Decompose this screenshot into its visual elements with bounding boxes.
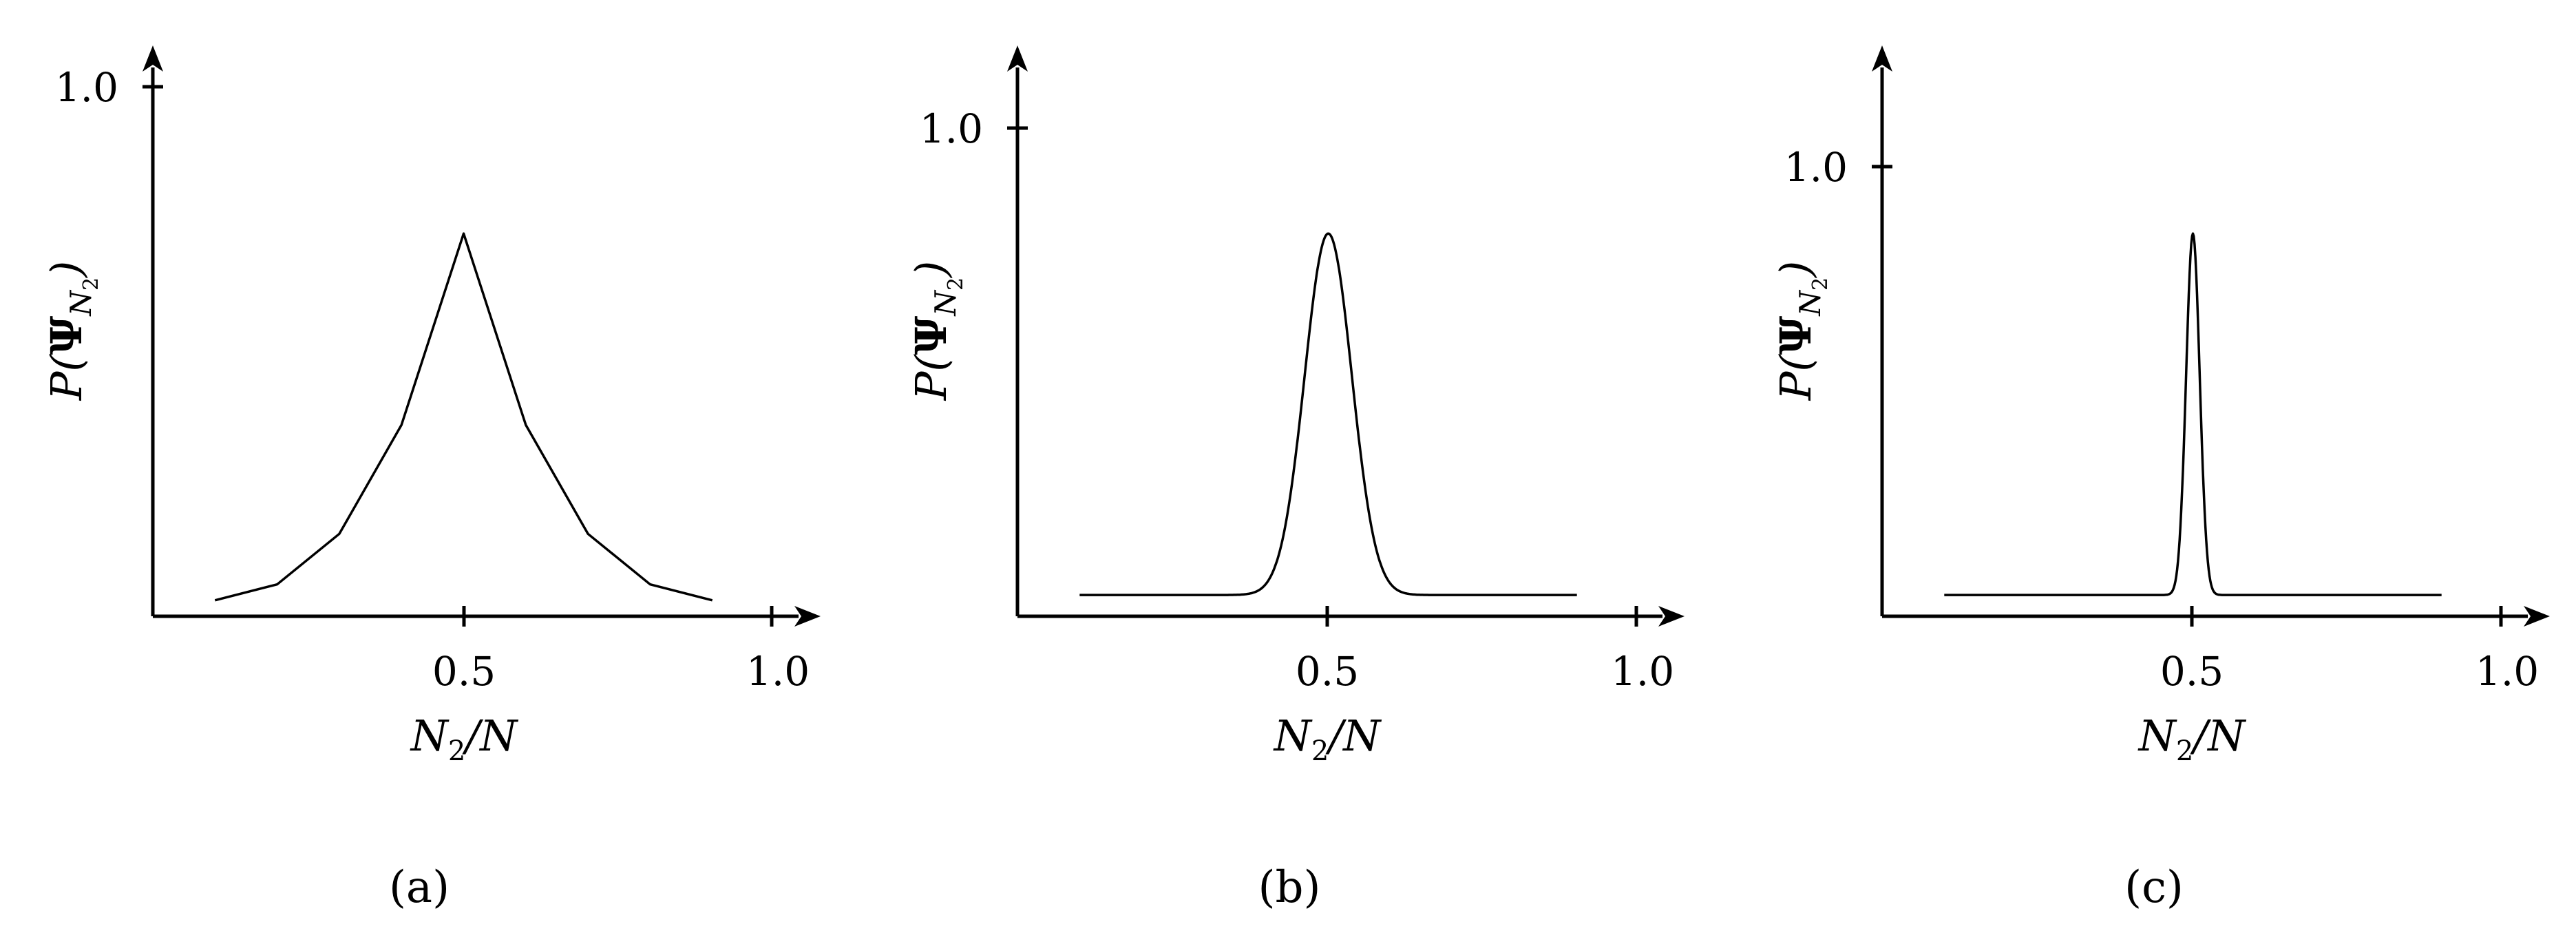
panel-b-y-arrow <box>1007 45 1028 72</box>
panel-c-x-label: N2/N <box>2137 711 2248 767</box>
panel-b-caption: (b) <box>1258 862 1321 913</box>
panel-a-x-tick-label-0.5: 0.5 <box>432 648 496 695</box>
panel-b: 0.5 1.0 1.0 N2/N P(ΨN2) (b) <box>906 45 1685 913</box>
panel-c-y-tick-label-1.0: 1.0 <box>1784 144 1848 191</box>
panel-b-curve <box>1079 232 1578 596</box>
panel-c-caption: (c) <box>2124 862 2184 913</box>
panel-c-x-tick-label-1.0: 1.0 <box>2475 648 2539 695</box>
panel-b-x-tick-label-1.0: 1.0 <box>1611 648 1674 695</box>
panel-a-curve <box>214 232 713 602</box>
panel-c-x-arrow <box>2524 606 2550 627</box>
panel-c-y-arrow <box>1872 45 1892 72</box>
panel-c-x-tick-label-0.5: 0.5 <box>2160 648 2224 695</box>
panel-c: 0.5 1.0 1.0 N2/N P(ΨN2) (c) <box>1771 45 2550 913</box>
panel-a-x-arrow <box>794 606 821 627</box>
panel-a-caption: (a) <box>389 862 450 913</box>
panel-a-x-label: N2/N <box>410 711 520 767</box>
panel-b-x-tick-label-0.5: 0.5 <box>1296 648 1359 695</box>
panel-a-y-tick-label-1.0: 1.0 <box>55 64 118 111</box>
panel-a-y-arrow <box>142 45 163 72</box>
panel-c-curve <box>1943 232 2442 596</box>
panel-a-y-label: P(ΨN2) <box>41 261 103 401</box>
panel-b-y-label: P(ΨN2) <box>906 261 968 401</box>
panel-a-x-tick-label-1.0: 1.0 <box>746 648 810 695</box>
panel-b-y-tick-label-1.0: 1.0 <box>920 105 983 152</box>
panel-c-y-label: P(ΨN2) <box>1771 261 1833 401</box>
panel-b-x-arrow <box>1658 606 1685 627</box>
panel-b-x-label: N2/N <box>1273 711 1383 767</box>
panel-a: 0.5 1.0 1.0 N2/N P(ΨN2) (a) <box>41 45 821 913</box>
